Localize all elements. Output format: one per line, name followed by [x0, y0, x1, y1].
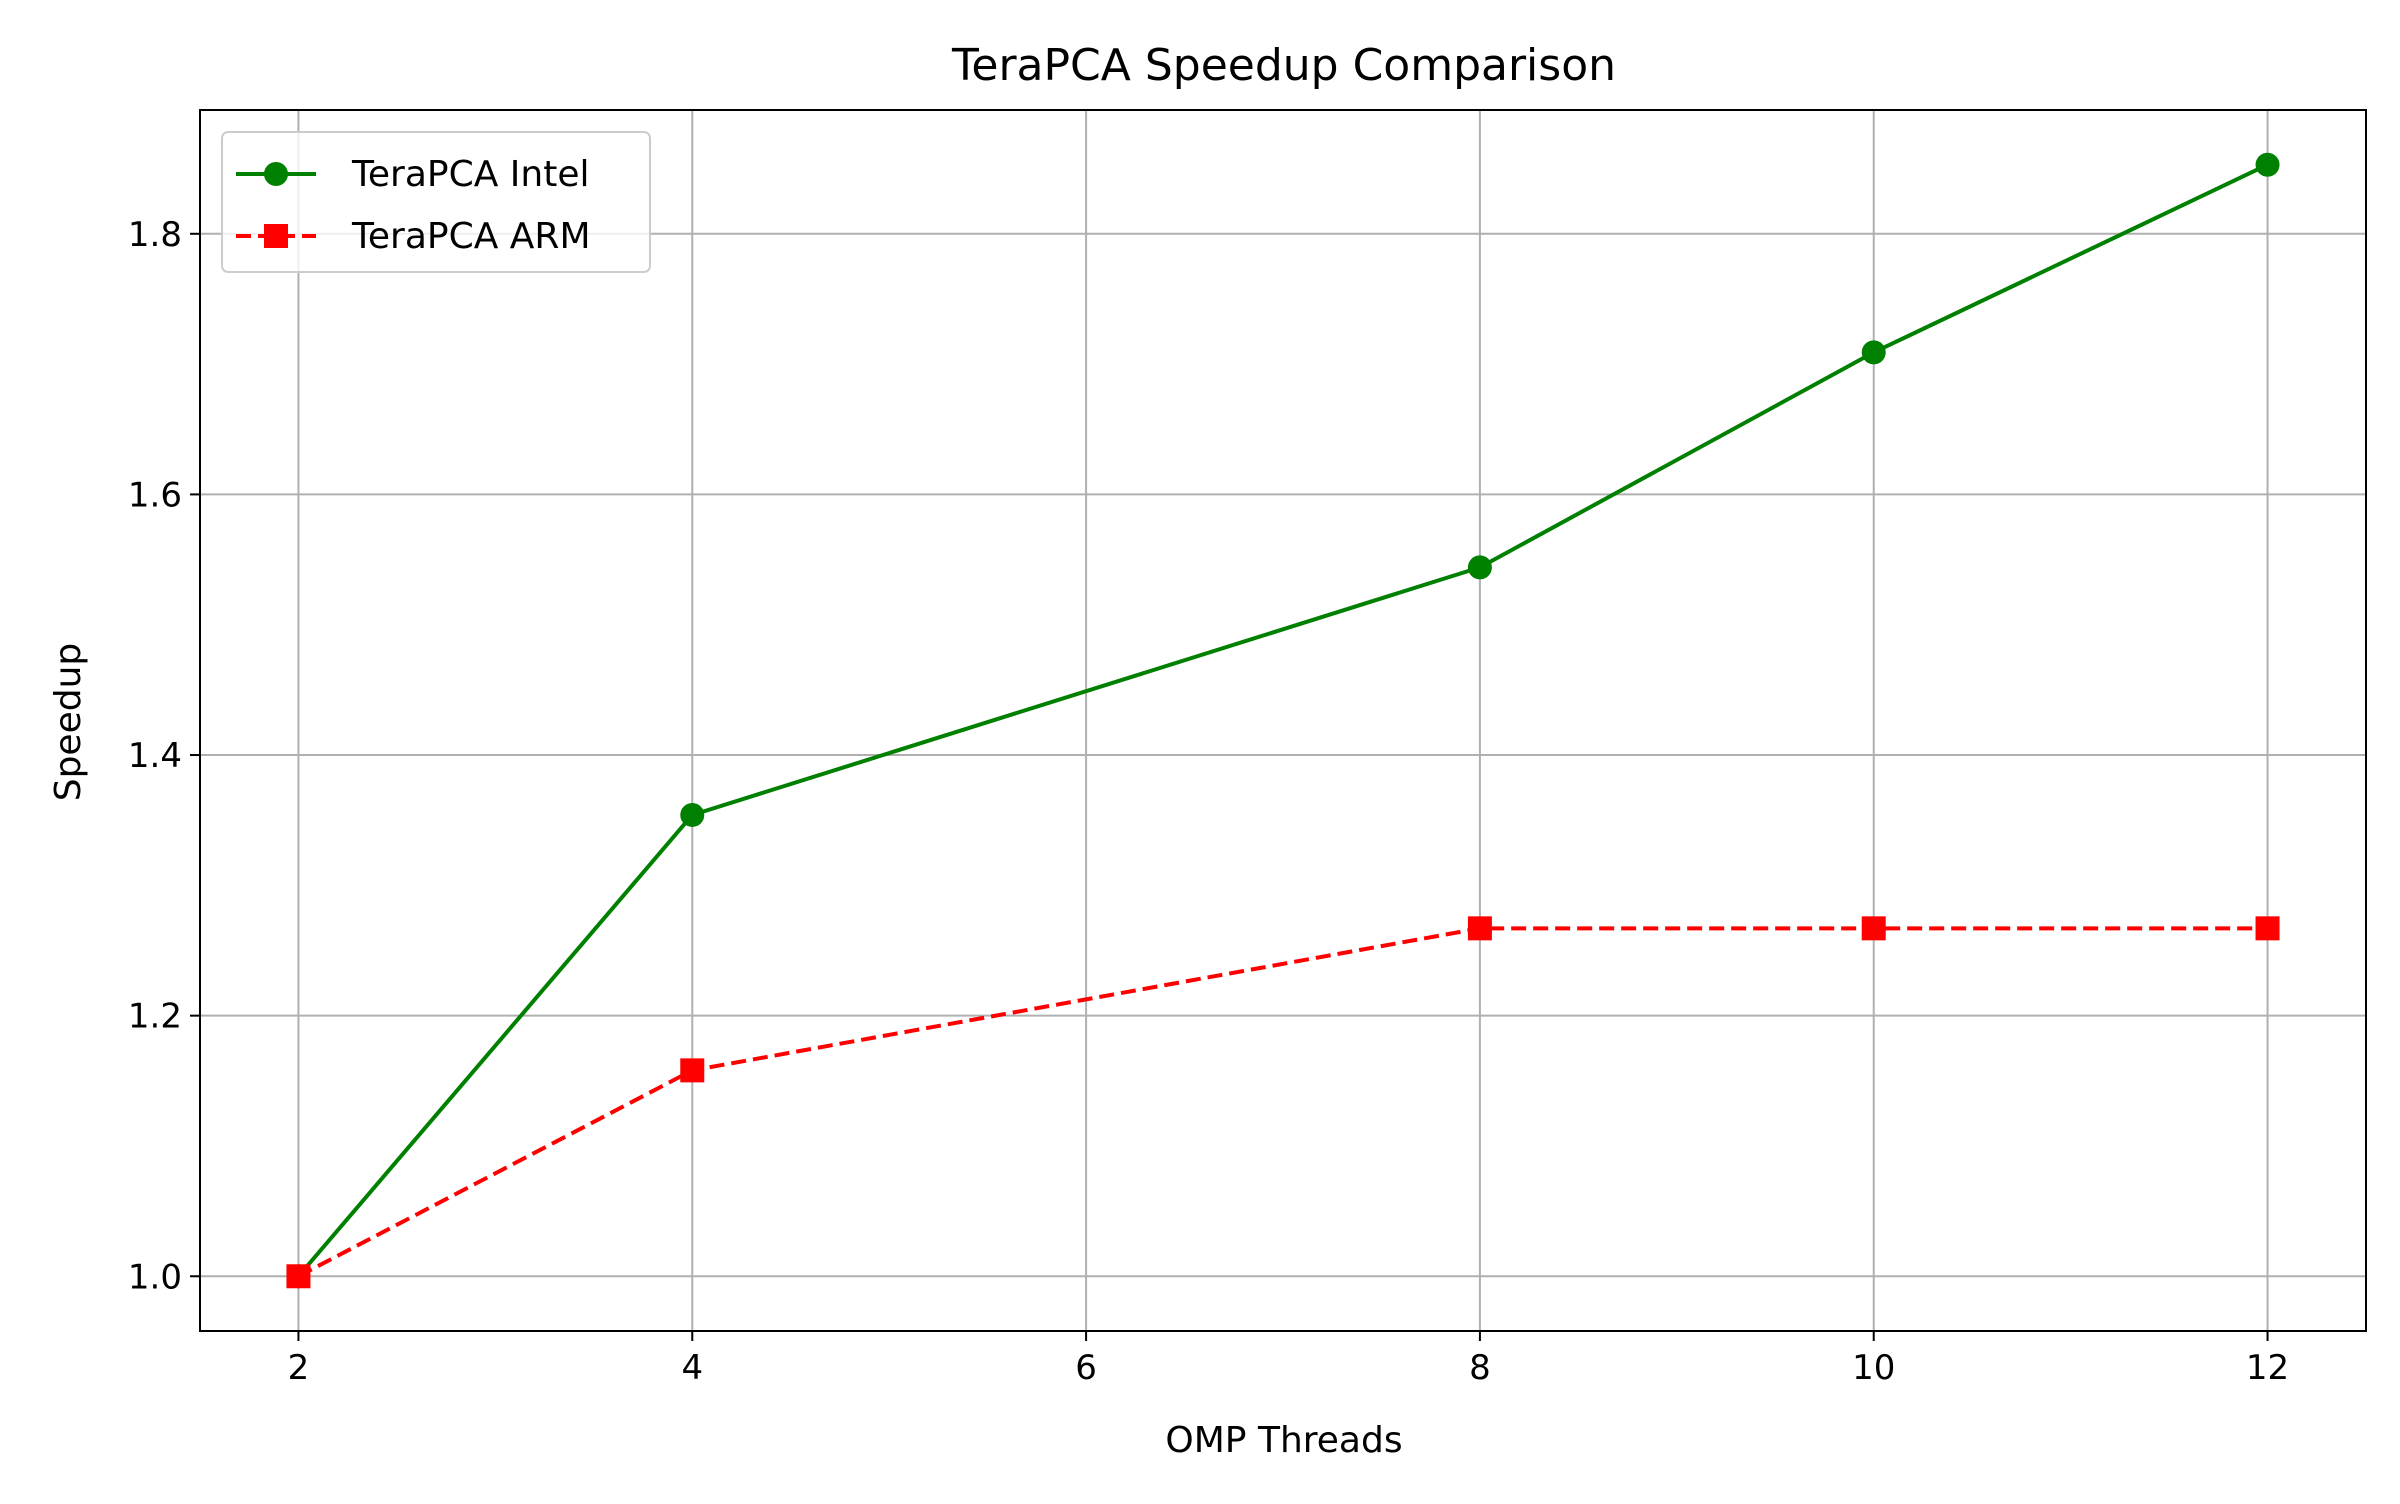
grid-layer	[200, 110, 2366, 1331]
terapca-arm-point	[1467, 916, 1492, 941]
x-tick-label: 6	[1075, 1348, 1097, 1388]
x-tick-label: 4	[681, 1348, 703, 1388]
terapca-intel-point	[1467, 555, 1492, 580]
x-tick-label: 8	[1469, 1348, 1491, 1388]
plot-frame	[199, 109, 2367, 1332]
terapca-arm-point	[1861, 916, 1886, 941]
terapca-arm-point	[286, 1264, 311, 1289]
terapca-intel-point	[2255, 152, 2280, 177]
x-tick-label: 2	[288, 1348, 310, 1388]
legend: TeraPCA Intel TeraPCA ARM	[221, 131, 651, 273]
terapca-intel-point	[680, 802, 705, 827]
y-tick-label: 1.2	[128, 997, 182, 1037]
x-tick-label: 10	[1852, 1348, 1895, 1388]
terapca-intel-point	[1861, 340, 1886, 365]
y-tick-label: 1.0	[128, 1257, 182, 1297]
x-axis-label: OMP Threads	[1165, 1420, 1402, 1461]
chart-title: TeraPCA Speedup Comparison	[951, 40, 1616, 91]
legend-box	[221, 131, 651, 273]
legend-terapca-arm-marker	[264, 224, 288, 248]
legend-terapca-arm-label: TeraPCA ARM	[351, 216, 591, 257]
terapca-arm-point	[680, 1058, 705, 1083]
y-axis-label: Speedup	[48, 643, 89, 802]
x-tick-label: 12	[2246, 1348, 2289, 1388]
y-tick-label: 1.8	[128, 215, 182, 255]
y-tick-label: 1.4	[128, 736, 182, 776]
y-tick-label: 1.6	[128, 475, 182, 515]
terapca-arm-point	[2255, 916, 2280, 941]
series-layer	[286, 152, 2280, 1289]
legend-terapca-intel-marker	[264, 162, 288, 186]
legend-terapca-intel-label: TeraPCA Intel	[351, 154, 590, 195]
tick-layer: 2 4 6 8 10 12 1.0 1.2 1.4 1.6 1.8	[128, 215, 2289, 1388]
